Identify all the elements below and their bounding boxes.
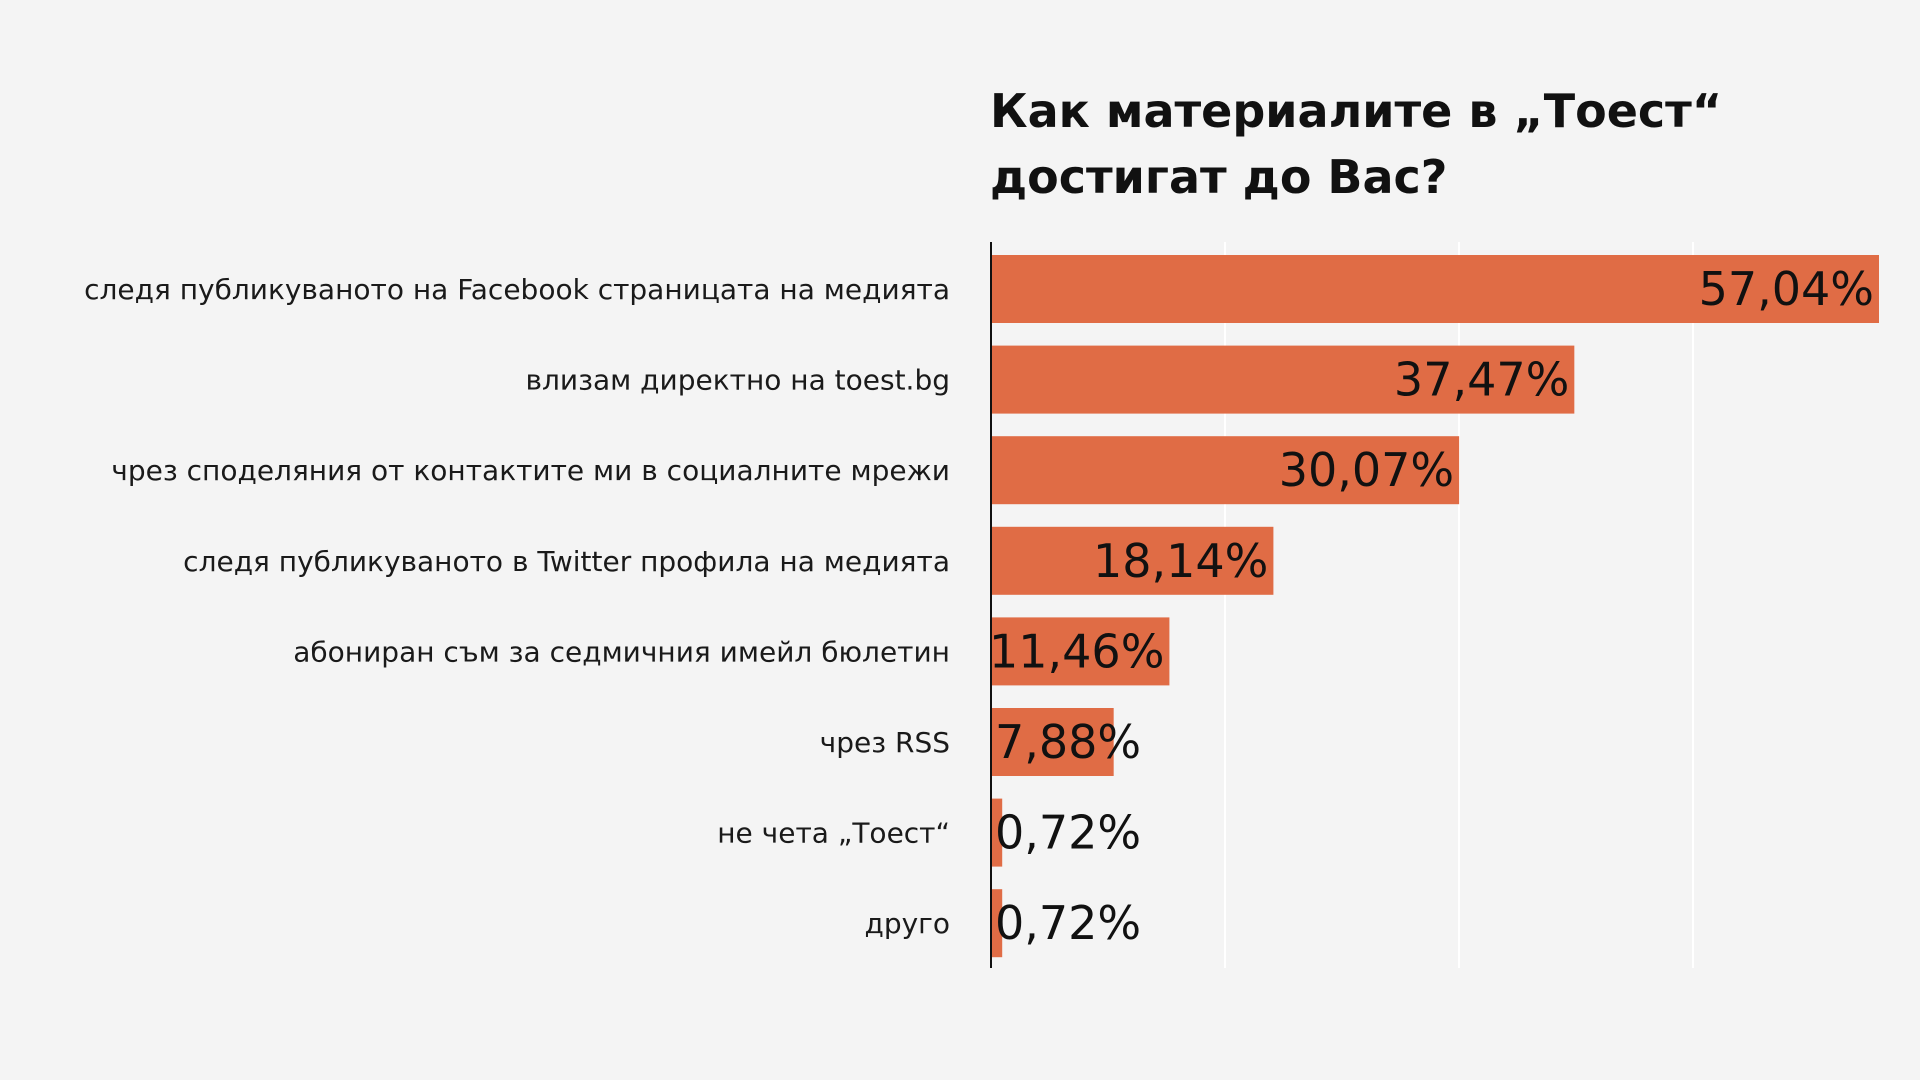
value-label-5: 11,46%	[989, 624, 1164, 678]
bar-1	[991, 255, 1879, 323]
category-label-3: чрез споделяния от контактите ми в социа…	[111, 454, 950, 487]
chart-title-line-1: Как материалите в „Тоест“	[990, 84, 1723, 138]
value-label-6: 7,88%	[995, 715, 1141, 769]
category-label-7: не чета „Тоест“	[717, 817, 950, 850]
bar-4	[991, 526, 1274, 595]
category-label-1: следя публикуваното на Facebook страница…	[84, 273, 950, 306]
category-label-2: влизам директно на toest.bg	[526, 364, 951, 397]
bar-7	[991, 798, 1003, 867]
category-label-6: чрез RSS	[820, 726, 950, 759]
value-label-2: 37,47%	[1394, 353, 1569, 407]
category-label-4: следя публикуваното в Twitter профила на…	[183, 545, 950, 578]
value-label-4: 18,14%	[1093, 534, 1268, 588]
bar-2	[991, 345, 1575, 414]
value-label-7: 0,72%	[995, 806, 1141, 860]
value-label-1: 57,04%	[1699, 262, 1874, 316]
category-label-8: друго	[864, 907, 950, 940]
bar-5	[991, 617, 1170, 686]
value-label-3: 30,07%	[1279, 443, 1454, 497]
bar-6	[991, 708, 1114, 776]
chart-title: Как материалите в „Тоест“ достигат до Ва…	[990, 78, 1890, 210]
bar-3	[991, 436, 1460, 505]
category-label-5: абониран съм за седмичния имейл бюлетин	[293, 635, 950, 668]
chart-title-line-2: достигат до Вас?	[990, 150, 1448, 204]
value-label-8: 0,72%	[995, 896, 1141, 950]
bar-8	[991, 889, 1003, 958]
